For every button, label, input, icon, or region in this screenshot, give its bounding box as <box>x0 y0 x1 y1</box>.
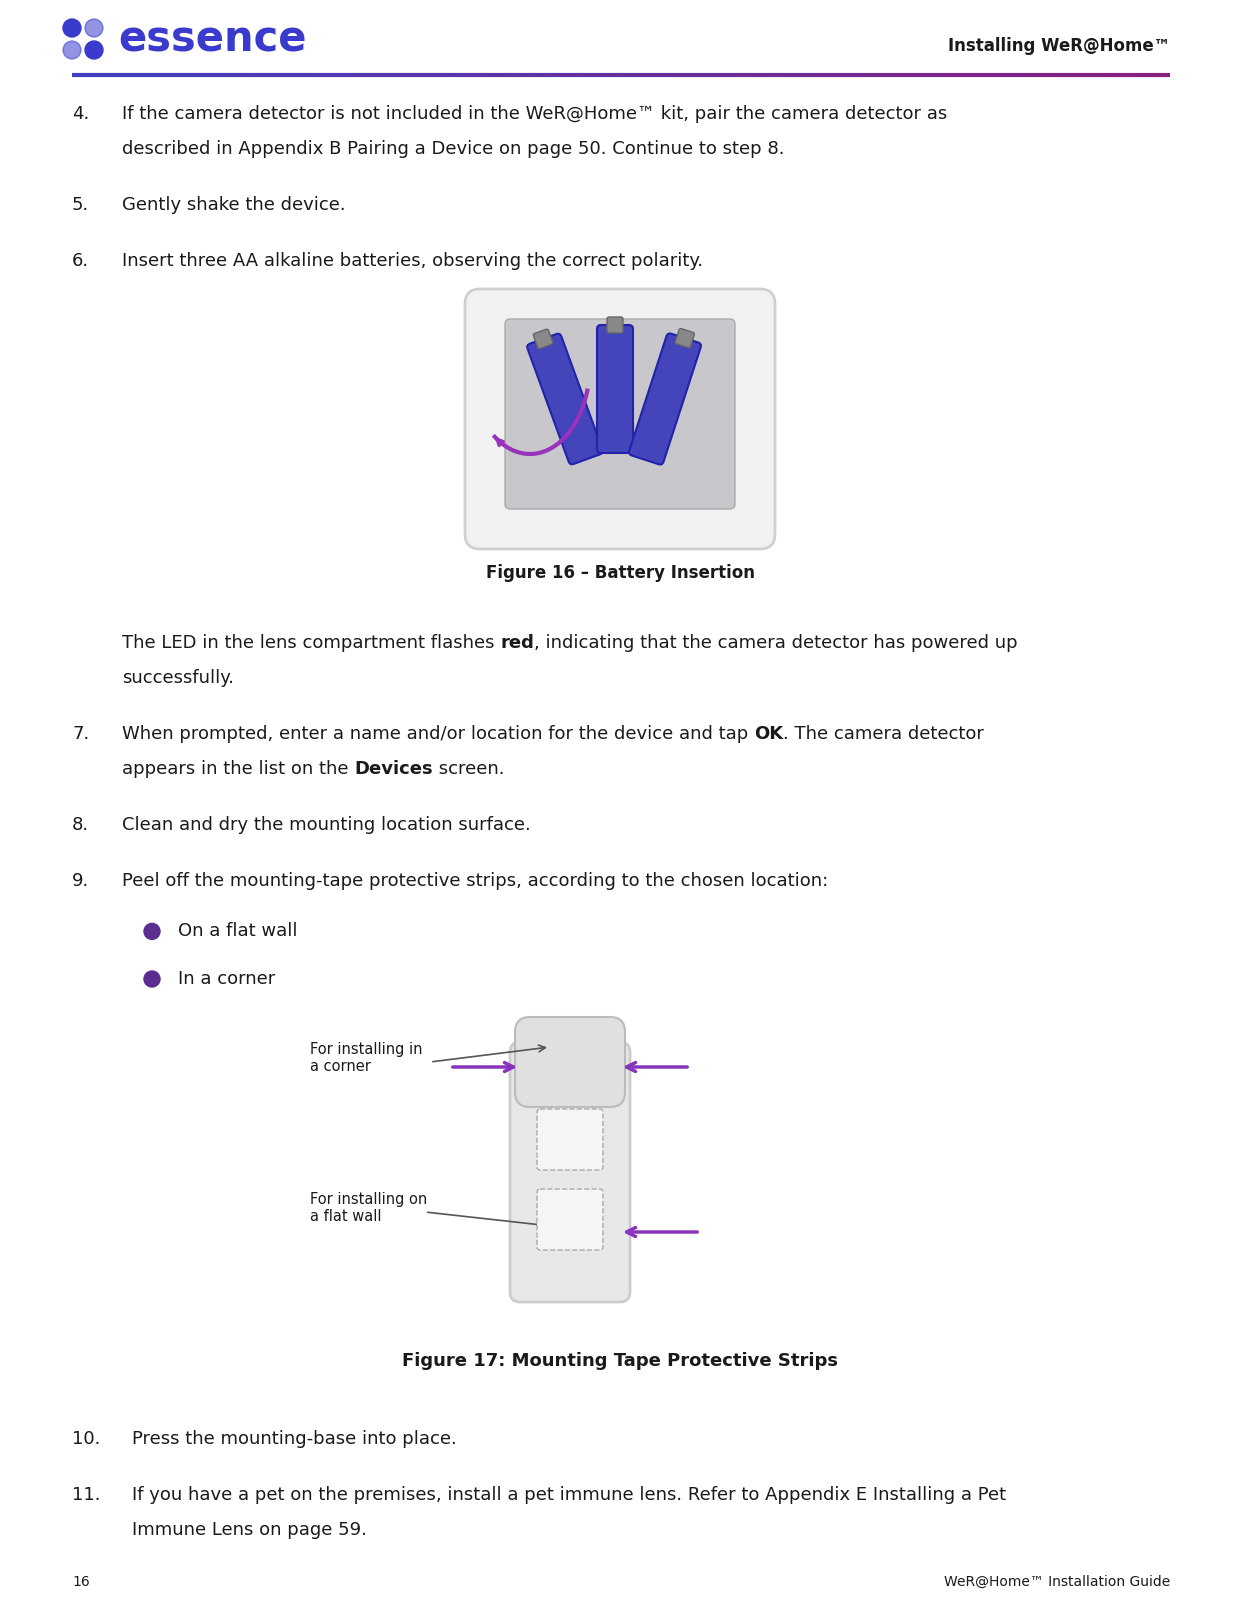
Text: 4.: 4. <box>72 106 89 123</box>
Text: screen.: screen. <box>433 760 504 777</box>
FancyBboxPatch shape <box>510 1042 630 1302</box>
FancyBboxPatch shape <box>505 319 735 510</box>
Text: If the camera detector is not included in the WeR@Home™ kit, pair the camera det: If the camera detector is not included i… <box>122 106 947 123</box>
Circle shape <box>144 971 160 987</box>
FancyBboxPatch shape <box>527 333 603 465</box>
Text: Immune Lens on page 59.: Immune Lens on page 59. <box>132 1521 367 1539</box>
FancyBboxPatch shape <box>607 317 623 333</box>
Text: 8.: 8. <box>72 816 89 834</box>
Text: Peel off the mounting-tape protective strips, according to the chosen location:: Peel off the mounting-tape protective st… <box>122 872 828 890</box>
Text: If you have a pet on the premises, install a pet immune lens. Refer to Appendix : If you have a pet on the premises, insta… <box>132 1486 1006 1504</box>
Text: For installing in
a corner: For installing in a corner <box>310 1042 422 1074</box>
Text: Insert three AA alkaline batteries, observing the correct polarity.: Insert three AA alkaline batteries, obse… <box>122 252 704 269</box>
FancyBboxPatch shape <box>515 1016 625 1108</box>
Text: 6.: 6. <box>72 252 89 269</box>
Circle shape <box>144 923 160 939</box>
Text: successfully.: successfully. <box>122 668 235 688</box>
Text: On a flat wall: On a flat wall <box>177 922 298 941</box>
Text: 5.: 5. <box>72 196 89 213</box>
FancyBboxPatch shape <box>534 329 552 348</box>
Circle shape <box>63 19 81 37</box>
Text: When prompted, enter a name and/or location for the device and tap: When prompted, enter a name and/or locat… <box>122 725 755 744</box>
Text: In a corner: In a corner <box>177 970 276 987</box>
Circle shape <box>84 19 103 37</box>
Text: 16: 16 <box>72 1576 89 1589</box>
FancyBboxPatch shape <box>597 325 633 454</box>
Text: Devices: Devices <box>354 760 433 777</box>
Text: Gently shake the device.: Gently shake the device. <box>122 196 346 213</box>
FancyBboxPatch shape <box>537 1109 603 1170</box>
Text: 11.: 11. <box>72 1486 101 1504</box>
Text: For installing on
a flat wall: For installing on a flat wall <box>310 1193 427 1225</box>
Text: Clean and dry the mounting location surface.: Clean and dry the mounting location surf… <box>122 816 531 834</box>
Text: Figure 16 – Battery Insertion: Figure 16 – Battery Insertion <box>485 564 755 582</box>
Text: OK: OK <box>755 725 783 744</box>
Text: 10.: 10. <box>72 1430 101 1449</box>
Text: The LED in the lens compartment flashes: The LED in the lens compartment flashes <box>122 635 500 652</box>
Text: Installing WeR@Home™: Installing WeR@Home™ <box>948 37 1170 55</box>
FancyBboxPatch shape <box>465 289 774 548</box>
Circle shape <box>84 42 103 59</box>
Text: described in Appendix B Pairing a Device on page 50. Continue to step 8.: described in Appendix B Pairing a Device… <box>122 139 784 159</box>
Text: red: red <box>500 635 534 652</box>
Text: Figure 17: Mounting Tape Protective Strips: Figure 17: Mounting Tape Protective Stri… <box>402 1351 838 1371</box>
Text: WeR@Home™ Installation Guide: WeR@Home™ Installation Guide <box>943 1576 1170 1589</box>
Circle shape <box>63 42 81 59</box>
Text: appears in the list on the: appears in the list on the <box>122 760 354 777</box>
Text: Press the mounting-base into place.: Press the mounting-base into place. <box>132 1430 457 1449</box>
Text: , indicating that the camera detector has powered up: , indicating that the camera detector ha… <box>534 635 1018 652</box>
FancyBboxPatch shape <box>629 333 701 465</box>
FancyBboxPatch shape <box>537 1189 603 1250</box>
Text: essence: essence <box>118 18 307 59</box>
FancyBboxPatch shape <box>675 329 695 348</box>
Text: 7.: 7. <box>72 725 89 744</box>
Text: 9.: 9. <box>72 872 89 890</box>
Text: . The camera detector: . The camera detector <box>783 725 984 744</box>
